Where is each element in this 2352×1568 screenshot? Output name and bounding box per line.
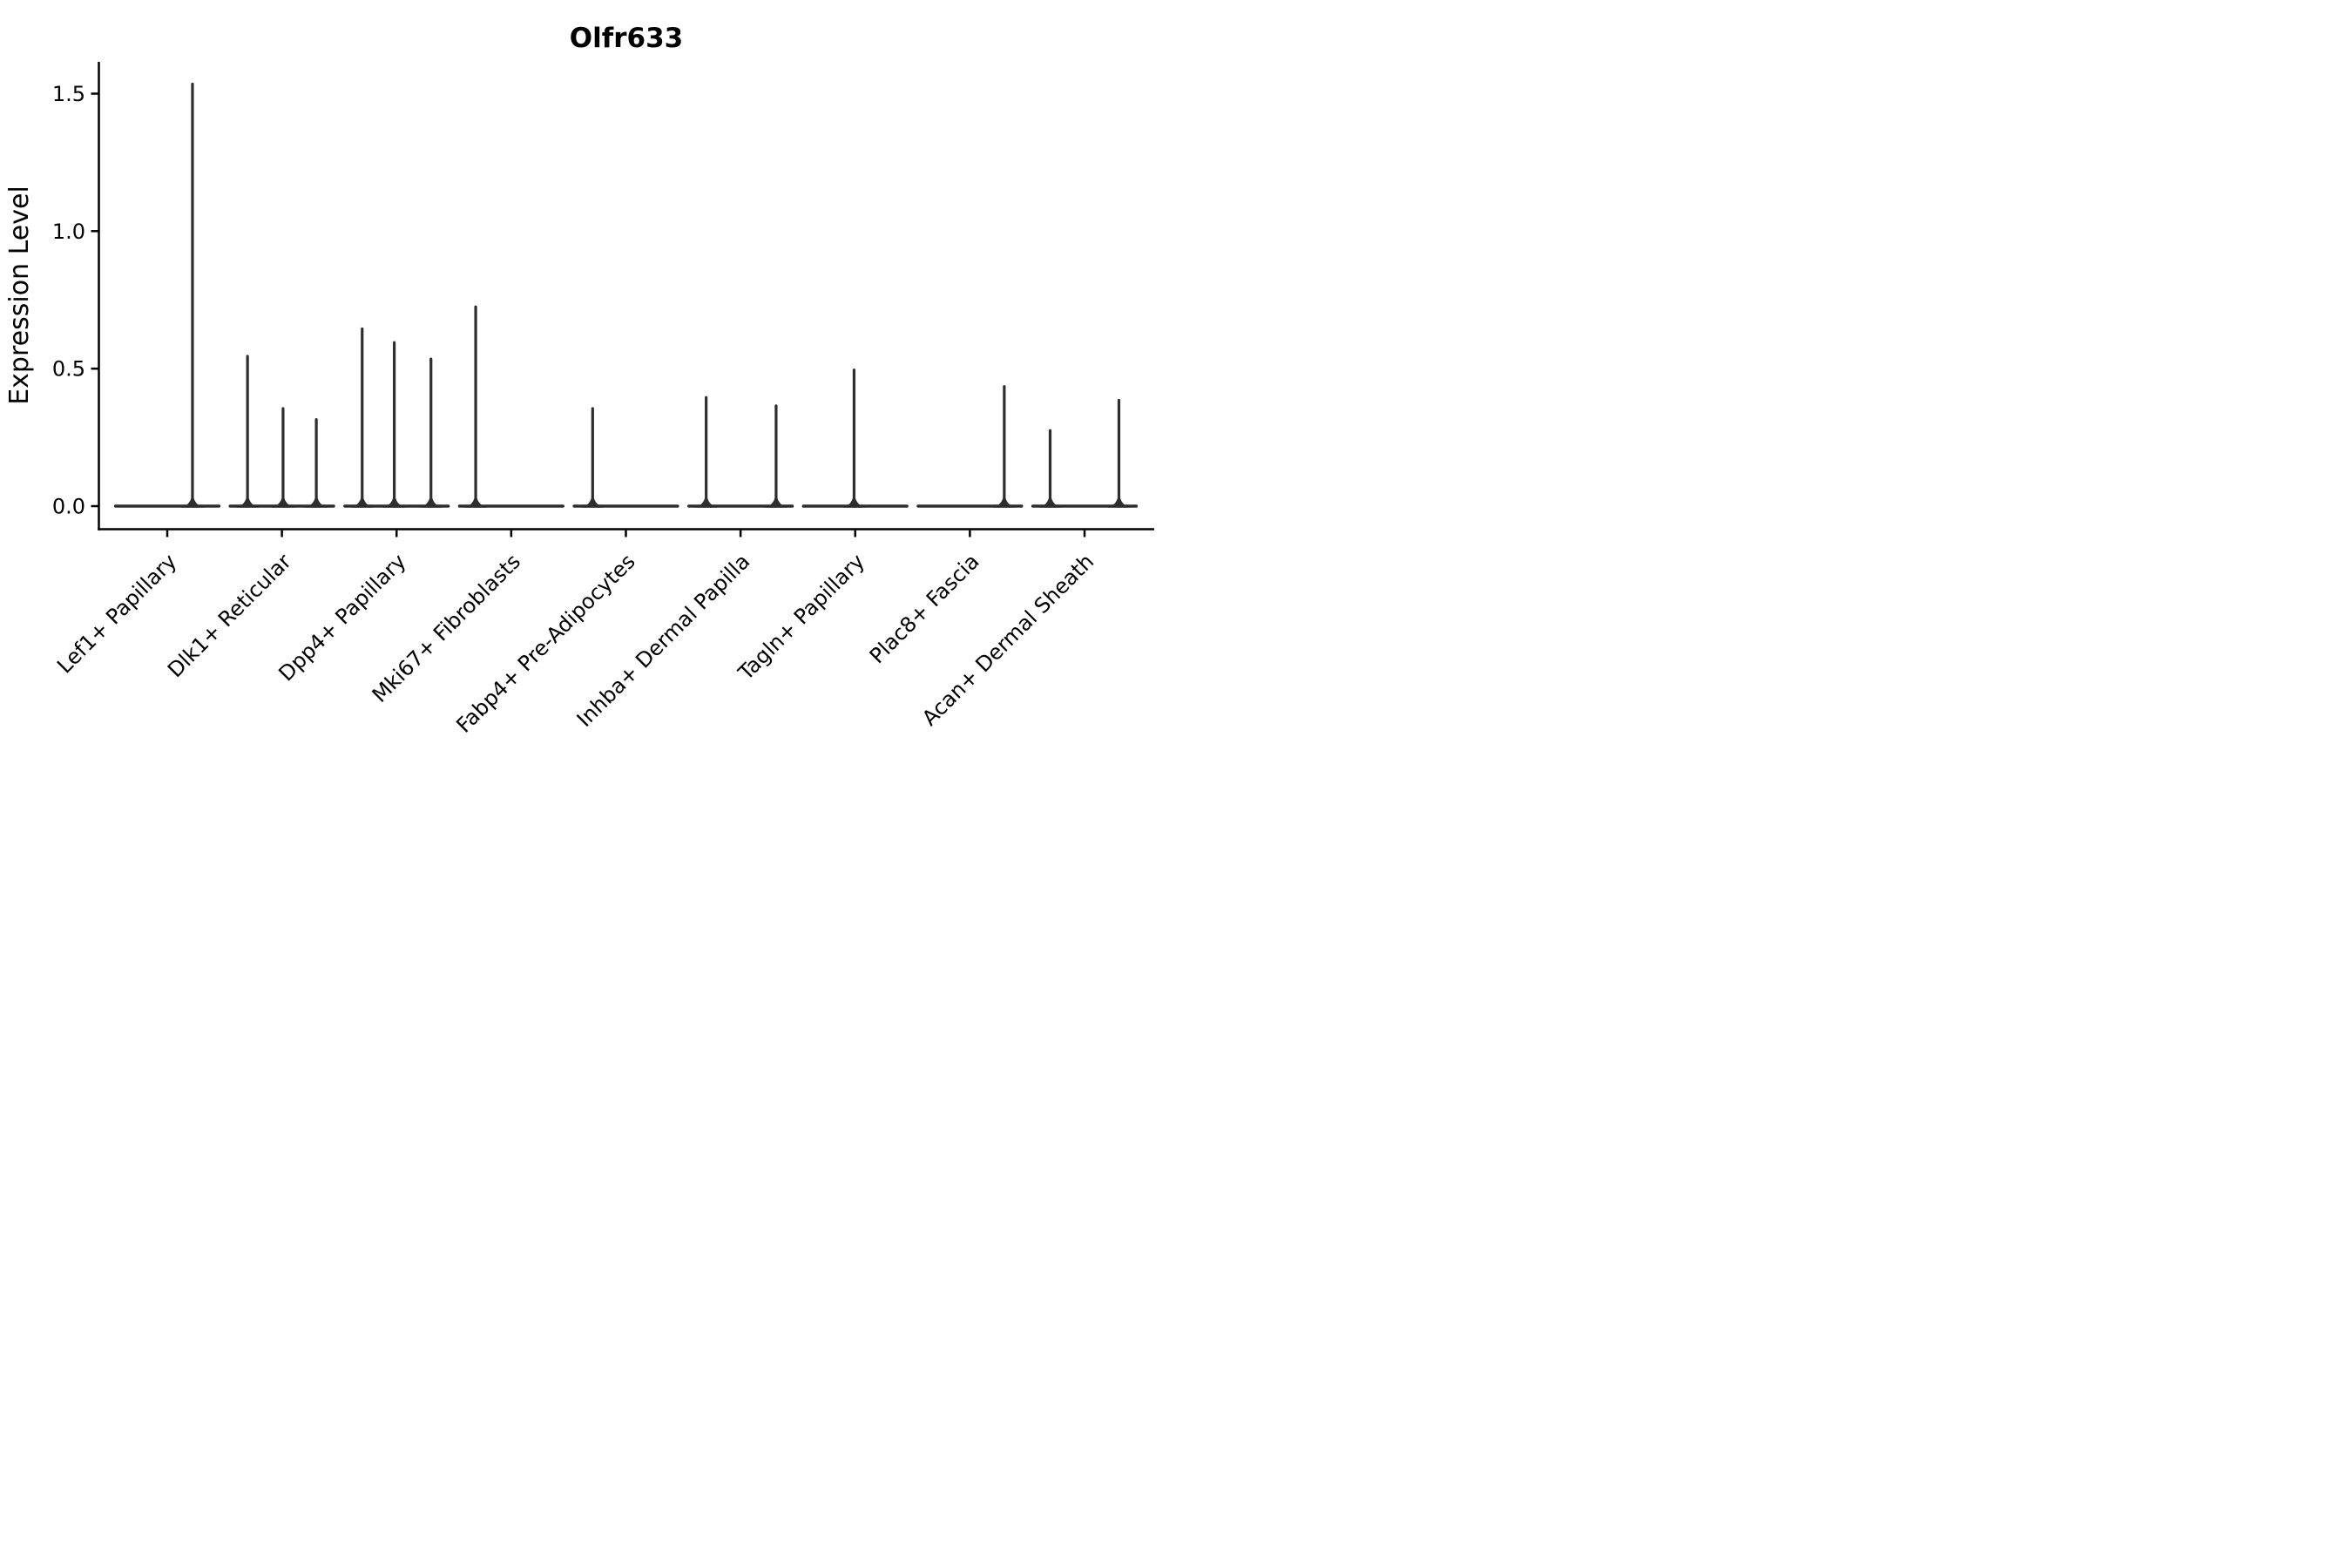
y-axis-label: Expression Level bbox=[4, 186, 35, 405]
x-tick-label: Tagln+ Papillary bbox=[733, 549, 869, 686]
x-tick-label: Lef1+ Papillary bbox=[52, 549, 181, 678]
y-axis-ticks bbox=[91, 92, 98, 508]
violins-layer bbox=[113, 82, 1139, 508]
chart-title: Olfr633 bbox=[570, 23, 683, 54]
x-tick-label: Dpp4+ Papillary bbox=[274, 549, 410, 686]
x-tick-label: Dlk1+ Reticular bbox=[163, 549, 296, 682]
y-tick-label: 0.5 bbox=[52, 357, 85, 382]
x-tick-label: Plac8+ Fascia bbox=[865, 549, 984, 668]
x-axis-ticks bbox=[166, 530, 1086, 537]
violin-plot-canvas: Olfr633 Expression Level 1.5 1.0 0.5 0.0… bbox=[4, 23, 1154, 738]
y-axis-tick-labels: 1.5 1.0 0.5 0.0 bbox=[52, 82, 85, 519]
y-tick-label: 1.0 bbox=[52, 220, 85, 244]
y-tick-label: 1.5 bbox=[52, 82, 85, 106]
violin-plot-figure: Olfr633 Expression Level 1.5 1.0 0.5 0.0… bbox=[0, 0, 1176, 784]
y-tick-label: 0.0 bbox=[52, 495, 85, 519]
